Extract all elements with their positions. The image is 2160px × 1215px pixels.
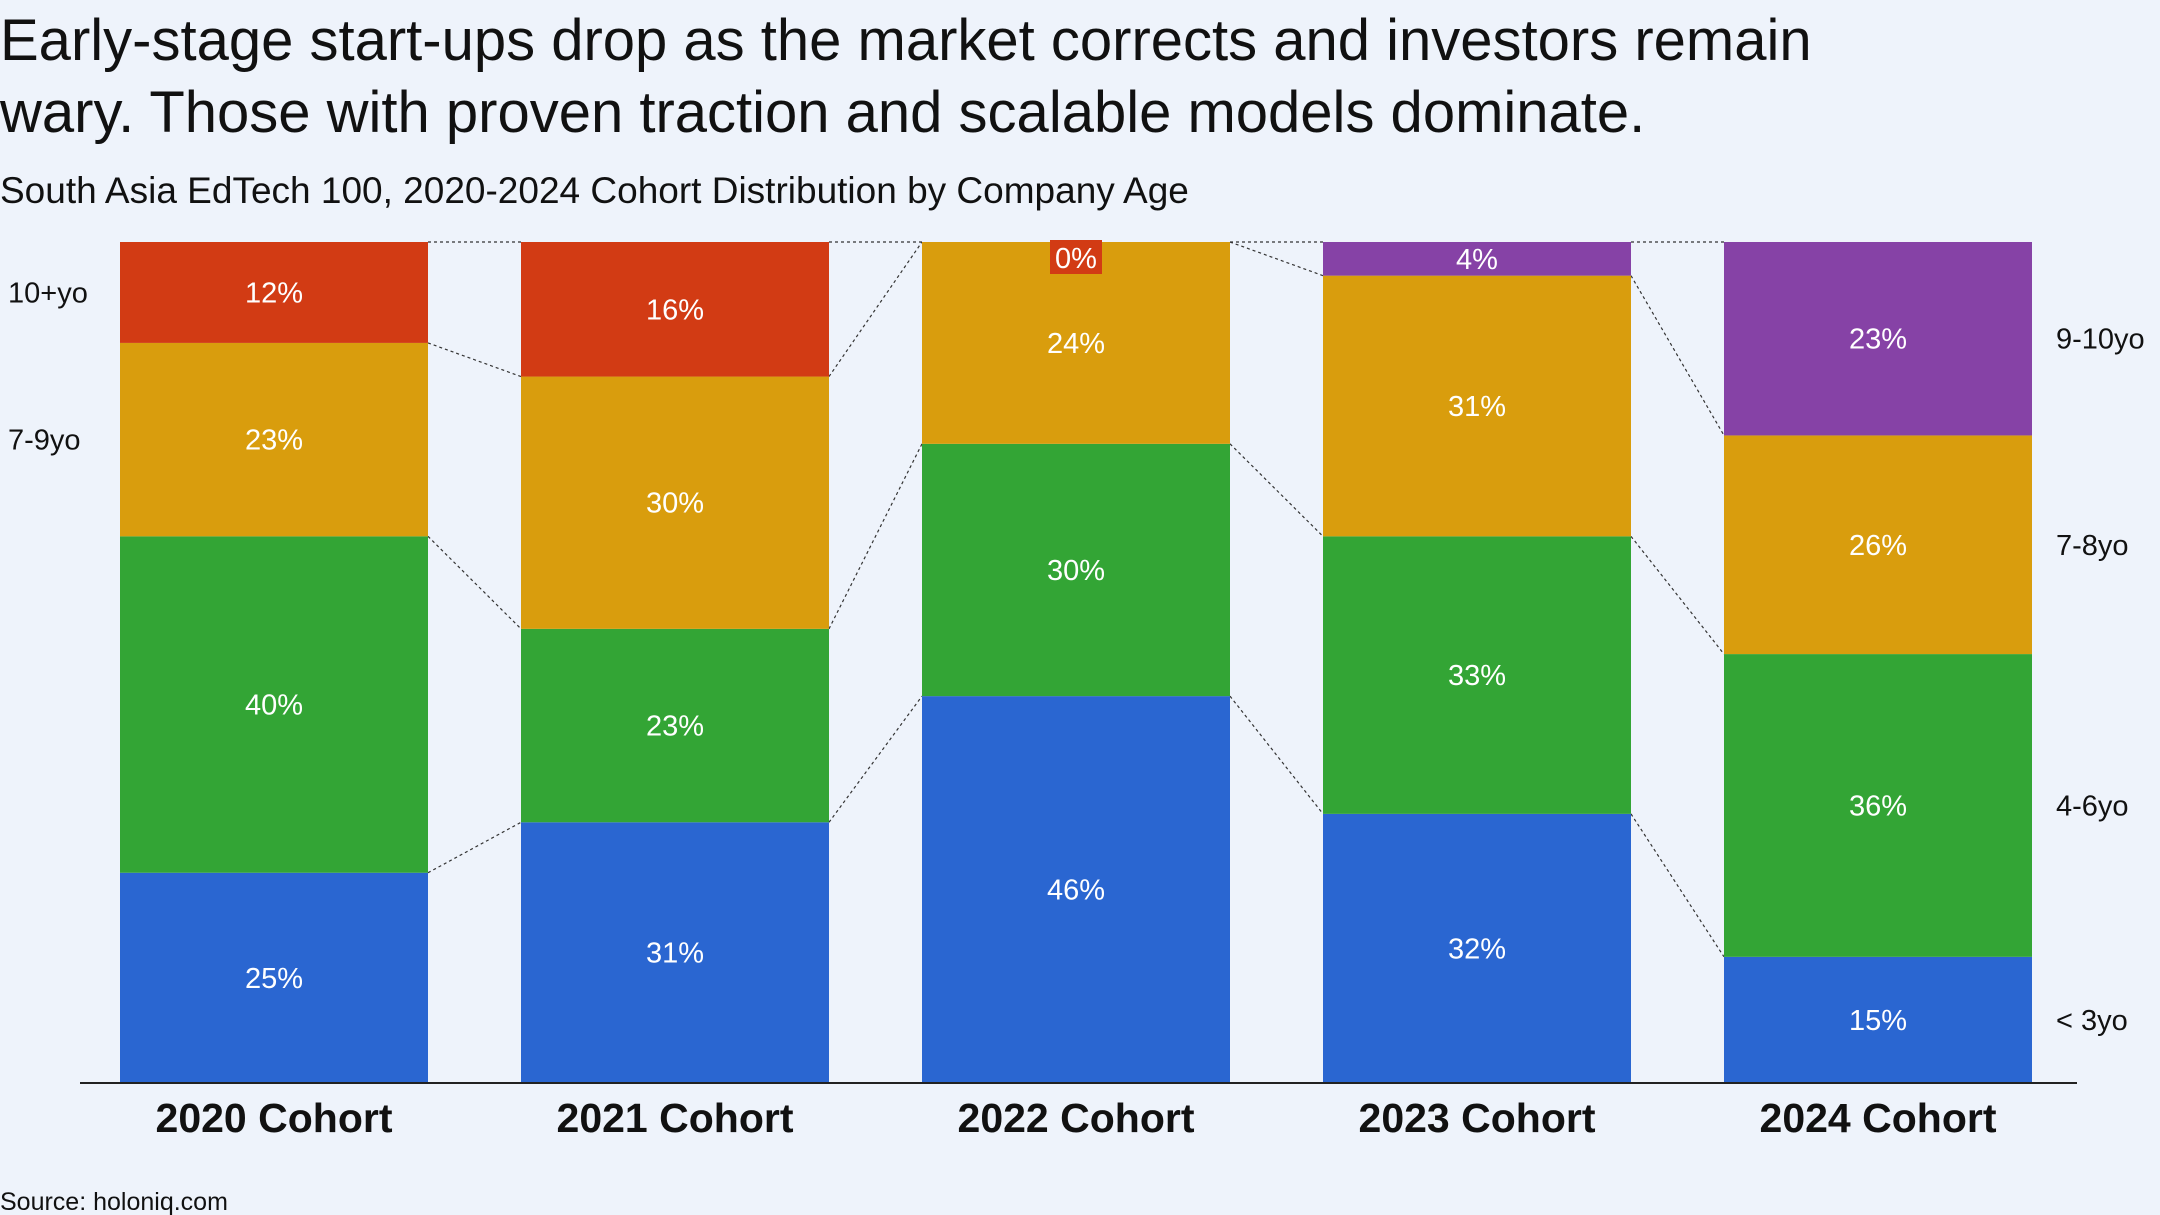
bar-segment-2022-cohort-blue [922, 696, 1230, 1083]
category-label-2021-cohort: 2021 Cohort [557, 1095, 794, 1141]
data-label-2020-cohort-red: 12% [245, 277, 303, 309]
right-label--3yo: < 3yo [2056, 1005, 2128, 1037]
data-label-2024-cohort-blue: 15% [1849, 1005, 1907, 1037]
source-note: Source: holoniq.com [0, 1188, 228, 1215]
category-label-2020-cohort: 2020 Cohort [156, 1095, 393, 1141]
data-label-2023-cohort-purple: 4% [1456, 244, 1498, 276]
chart-title-line-1: Early-stage start-ups drop as the market… [0, 8, 1812, 73]
data-label-2020-cohort-blue: 25% [245, 963, 303, 995]
left-label-10-yo: 10+yo [8, 277, 88, 309]
right-age-labels: 9-10yo 7-8yo 4-6yo < 3yo [2056, 324, 2145, 1037]
connector-line [1630, 275, 1725, 436]
bar-segment-2020-cohort-green [120, 536, 428, 873]
right-label-4-6yo: 4-6yo [2056, 790, 2129, 822]
category-label-2023-cohort: 2023 Cohort [1359, 1095, 1596, 1141]
data-label-2021-cohort-orange: 30% [646, 488, 704, 520]
data-label-2023-cohort-green: 33% [1448, 660, 1506, 692]
chart-title-line-2: wary. Those with proven traction and sca… [0, 80, 1645, 145]
connector-line [828, 443, 923, 630]
data-label-2020-cohort-orange: 23% [245, 425, 303, 457]
bar-segment-2023-cohort-green [1323, 536, 1631, 814]
bar-segment-2024-cohort-purple [1724, 242, 2032, 436]
connector-line [828, 695, 923, 823]
data-label-2020-cohort-green: 40% [245, 690, 303, 722]
bar-segment-2020-cohort-red [120, 242, 428, 343]
data-label-2021-cohort-blue: 31% [646, 938, 704, 970]
data-label-2023-cohort-orange: 31% [1448, 391, 1506, 423]
connector-line [1229, 695, 1324, 815]
bar-segment-2020-cohort-orange [120, 342, 428, 537]
bar-segment-2022-cohort-orange [922, 242, 1230, 444]
data-label-2024-cohort-orange: 26% [1849, 530, 1907, 562]
data-label-2022-cohort-orange: 24% [1047, 328, 1105, 360]
bar-segment-2023-cohort-orange [1323, 275, 1631, 537]
category-label-2022-cohort: 2022 Cohort [958, 1095, 1195, 1141]
data-label-2021-cohort-red: 16% [646, 294, 704, 326]
left-age-labels: 10+yo 7-9yo [8, 277, 88, 456]
data-label-2021-cohort-green: 23% [646, 711, 704, 743]
bar-segment-2021-cohort-orange [521, 376, 829, 629]
stacked-bars [120, 242, 2032, 1083]
right-label-7-8yo: 7-8yo [2056, 530, 2129, 562]
data-label-2023-cohort-blue: 32% [1448, 933, 1506, 965]
connector-line [1229, 443, 1324, 537]
connector-line [1229, 241, 1324, 277]
connector-line [427, 821, 522, 874]
bar-segment-2022-cohort-green [922, 443, 1230, 697]
zero-flag-2022-cohort-red [1050, 240, 1102, 274]
bar-segment-2023-cohort-blue [1323, 813, 1631, 1083]
category-labels: 2020 Cohort 2021 Cohort 2022 Cohort 2023 Co… [156, 1095, 1997, 1141]
connector-line [427, 535, 522, 630]
connector-line [1630, 535, 1725, 655]
bar-segment-2024-cohort-green [1724, 654, 2032, 957]
left-label-7-9yo: 7-9yo [8, 425, 81, 457]
bar-segment-2020-cohort-blue [120, 872, 428, 1083]
connector-lines [427, 241, 1725, 958]
data-label-2024-cohort-purple: 23% [1849, 324, 1907, 356]
bar-segment-2021-cohort-blue [521, 822, 829, 1083]
bar-segment-2024-cohort-orange [1724, 435, 2032, 655]
chart-subtitle: South Asia EdTech 100, 2020-2024 Cohort … [0, 170, 1189, 211]
right-label-9-10yo: 9-10yo [2056, 324, 2145, 356]
data-label-2024-cohort-green: 36% [1849, 790, 1907, 822]
data-label-2022-cohort-red: 0% [1055, 243, 1097, 275]
segment-labels: 25% 40% 23% 12% 31% 23% 30% 16% 46% 30% 24% 0% 32% 33… [245, 240, 1907, 1037]
bar-segment-2021-cohort-green [521, 628, 829, 823]
connector-line [1630, 813, 1725, 958]
data-label-2022-cohort-green: 30% [1047, 555, 1105, 587]
category-label-2024-cohort: 2024 Cohort [1760, 1095, 1997, 1141]
bar-segment-2024-cohort-blue [1724, 956, 2032, 1083]
connector-line [427, 342, 522, 378]
connector-line [828, 241, 923, 377]
data-label-2022-cohort-blue: 46% [1047, 875, 1105, 907]
bar-segment-2023-cohort-purple [1323, 242, 1631, 276]
bar-segment-2021-cohort-red [521, 242, 829, 377]
